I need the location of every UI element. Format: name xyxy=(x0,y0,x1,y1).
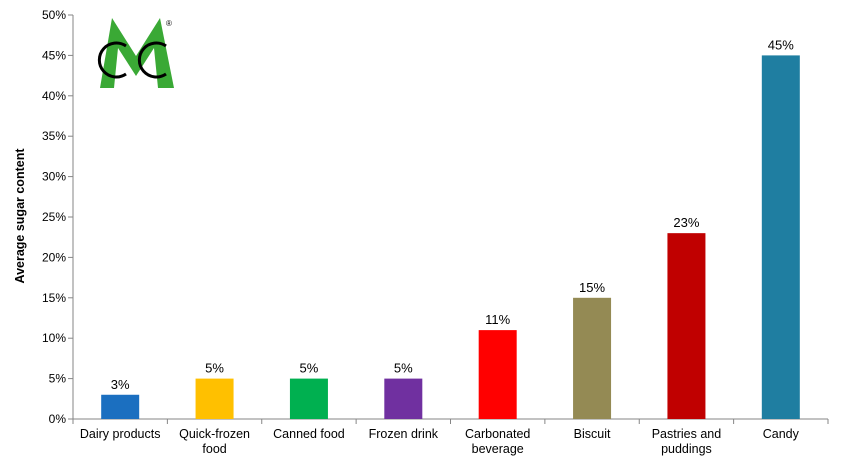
bar xyxy=(667,233,706,419)
data-label: 3% xyxy=(111,377,130,392)
logo-c-right xyxy=(137,41,167,79)
logo-c-left xyxy=(97,41,127,79)
bar xyxy=(761,55,800,420)
logo: ® xyxy=(97,18,174,88)
category-label: Quick-frozen food xyxy=(179,427,250,456)
category-label: Dairy products xyxy=(80,427,161,441)
category-label: Candy xyxy=(763,427,800,441)
y-tick-label: 35% xyxy=(42,129,66,143)
data-label: 5% xyxy=(394,361,413,376)
data-label: 15% xyxy=(579,280,605,295)
category-labels: Dairy products Quick-frozen food Canned foo… xyxy=(80,427,800,456)
category-label: Pastries and puddings xyxy=(652,427,722,456)
y-tick-label: 50% xyxy=(42,8,66,22)
y-tick-label: 40% xyxy=(42,89,66,103)
y-tick-label: 0% xyxy=(49,412,67,426)
category-label: Frozen drink xyxy=(369,427,439,441)
y-tick-label: 25% xyxy=(42,210,66,224)
data-label: 5% xyxy=(300,361,319,376)
y-tick-label: 5% xyxy=(49,372,67,386)
y-tick-label: 45% xyxy=(42,48,66,62)
data-labels: 3% 5% 5% 5% 11% 15% 23% 45% xyxy=(111,37,794,391)
logo-registered-mark: ® xyxy=(166,19,172,28)
y-tick-label: 30% xyxy=(42,170,66,184)
category-label: Canned food xyxy=(273,427,345,441)
bar xyxy=(289,378,328,419)
bar xyxy=(478,330,517,419)
data-label: 11% xyxy=(485,312,510,327)
bar xyxy=(573,297,612,419)
y-tick-label: 10% xyxy=(42,331,66,345)
bar xyxy=(384,378,423,419)
bar xyxy=(195,378,234,419)
bars xyxy=(101,55,800,420)
category-label: Biscuit xyxy=(574,427,611,441)
y-axis-label: Average sugar content xyxy=(13,148,27,284)
logo-m-shape xyxy=(100,18,174,88)
bar xyxy=(101,394,140,419)
category-label: Carbonated beverage xyxy=(465,427,530,456)
y-tick-label: 15% xyxy=(42,291,66,305)
data-label: 23% xyxy=(673,215,699,230)
data-label: 5% xyxy=(205,361,224,376)
data-label: 45% xyxy=(768,37,794,52)
y-tick-label: 20% xyxy=(42,250,66,264)
